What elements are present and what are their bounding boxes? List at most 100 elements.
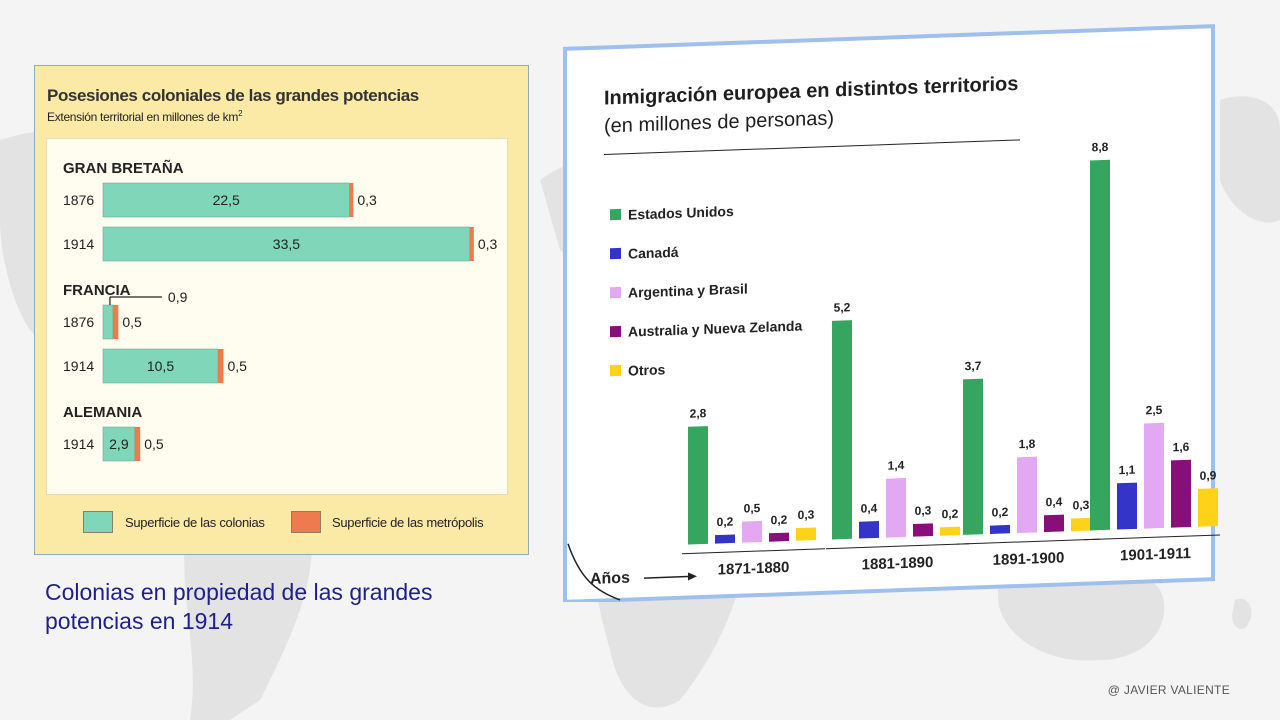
frame-arc <box>567 543 621 601</box>
bar-metropolis <box>469 227 474 261</box>
bar-value-label: 3,7 <box>965 359 982 374</box>
category-label: 1881-1890 <box>862 554 934 573</box>
value-label-metropolis: 0,3 <box>357 192 377 208</box>
colonial-possessions-panel: Posesiones coloniales de las grandes pot… <box>34 65 529 555</box>
bar <box>1017 456 1037 534</box>
bar-colonias <box>102 304 114 340</box>
bar-metropolis <box>134 427 141 461</box>
colonial-bar-chart: GRAN BRETAÑA 1876 22,5 0,3 1914 33,5 0,3 FRANCI… <box>63 159 498 462</box>
year-label: 1914 <box>63 436 94 452</box>
bar <box>1144 422 1164 529</box>
country-label: GRAN BRETAÑA <box>63 159 184 177</box>
year-label: 1876 <box>63 192 94 208</box>
bar <box>715 534 735 544</box>
bar-value-label: 0,4 <box>1046 495 1063 510</box>
value-label-metropolis: 0,5 <box>227 358 247 374</box>
chart-title: Posesiones coloniales de las grandes pot… <box>47 86 419 105</box>
legend-swatch-metropolis <box>291 511 321 533</box>
bar-value-label: 0,2 <box>942 507 959 522</box>
bar <box>859 521 879 539</box>
bar <box>990 524 1010 534</box>
category-label: 1891-1900 <box>993 549 1065 568</box>
bar-value-label: 0,2 <box>992 505 1009 520</box>
bar <box>769 532 789 542</box>
immigration-panel: Inmigración europea en distintos territo… <box>560 22 1220 602</box>
chart-bars: 2,8 0,2 0,5 0,2 0,3 1871-1880 5,2 0,4 1,4 0,3 0,2 1… <box>682 140 1220 578</box>
country-label: FRANCIA <box>63 282 131 299</box>
bar-value-label: 0,2 <box>717 515 734 530</box>
bar-value-label: 1,6 <box>1173 440 1190 455</box>
bar-value-label: 2,8 <box>690 406 707 421</box>
bar-colonias <box>102 348 219 384</box>
bar <box>796 527 816 541</box>
year-label: 1914 <box>63 358 94 374</box>
bar <box>832 320 852 540</box>
value-label-metropolis: 0,3 <box>478 236 498 252</box>
bar-value-label: 0,2 <box>771 513 788 528</box>
bar-colonias <box>102 226 471 262</box>
legend-label: Estados Unidos <box>628 203 734 223</box>
legend-label-metropolis: Superficie de las metrópolis <box>332 515 484 530</box>
bar-colonias <box>102 426 136 462</box>
bar-value-label: 2,5 <box>1146 403 1163 418</box>
year-label: 1876 <box>63 314 94 330</box>
value-label-metropolis: 0,5 <box>122 314 142 330</box>
bar <box>913 523 933 537</box>
value-label-metropolis: 0,5 <box>144 436 164 452</box>
legend-label: Canadá <box>628 244 679 262</box>
legend-label: Otros <box>628 361 666 378</box>
bar-value-label: 1,4 <box>888 458 905 473</box>
chart-plot-area: GRAN BRETAÑA 1876 22,5 0,3 1914 33,5 0,3 FRANCI… <box>46 138 508 495</box>
x-axis-label: Años <box>590 570 630 588</box>
value-label-colonias: 33,5 <box>273 236 300 252</box>
author-credit: @ JAVIER VALIENTE <box>1107 683 1230 697</box>
value-label-colonias: 0,9 <box>168 289 188 305</box>
bar <box>886 478 906 538</box>
axis-arrowhead <box>688 572 697 581</box>
bar-metropolis <box>349 183 354 217</box>
bar <box>940 526 960 536</box>
legend-swatch <box>610 208 621 221</box>
slide-caption: Colonias en propiedad de las grandes pot… <box>45 579 433 634</box>
category-bracket <box>682 548 825 555</box>
bar <box>742 520 762 543</box>
chart-subtitle: Extensión territorial en millones de km2 <box>47 109 243 124</box>
bar-value-label: 8,8 <box>1092 140 1109 155</box>
legend-label: Australia y Nueva Zelanda <box>628 318 802 340</box>
bar-value-label: 1,1 <box>1119 463 1136 478</box>
bar-colonias <box>102 182 350 218</box>
bar-value-label: 0,3 <box>915 503 932 518</box>
bar-metropolis <box>112 305 119 339</box>
value-label-colonias: 2,9 <box>109 436 129 452</box>
bar <box>1090 159 1110 531</box>
legend-label: Argentina y Brasil <box>628 280 748 300</box>
bar-value-label: 0,4 <box>861 501 878 516</box>
category-bracket <box>1084 534 1220 541</box>
bar <box>1198 488 1218 527</box>
bar-value-label: 0,3 <box>1073 498 1090 513</box>
bar <box>1044 514 1064 533</box>
axis-arrow <box>644 575 688 579</box>
legend-swatch <box>610 286 621 299</box>
legend-swatch <box>610 247 621 260</box>
subtitle-superscript: 2 <box>238 109 243 118</box>
bar-value-label: 0,9 <box>1200 468 1217 483</box>
immigration-bar-chart: Inmigración europea en distintos territo… <box>563 24 1220 602</box>
bar <box>688 426 708 545</box>
category-bracket <box>826 543 969 550</box>
bar <box>963 378 983 535</box>
chart-legend: Superficie de las colonias Superficie de… <box>35 501 528 541</box>
title-underline <box>604 139 1020 155</box>
chart-frame <box>563 24 1215 602</box>
category-label: 1871-1880 <box>718 559 790 578</box>
category-label: 1901-1911 <box>1120 545 1191 564</box>
bar-value-label: 5,2 <box>834 300 851 315</box>
bar-value-label: 0,5 <box>744 501 761 516</box>
value-label-colonias: 22,5 <box>213 192 240 208</box>
legend-swatch <box>610 325 621 338</box>
bar-metropolis <box>217 349 224 383</box>
bar-value-label: 0,3 <box>798 507 815 522</box>
country-label: ALEMANIA <box>63 404 142 421</box>
bar <box>1117 482 1137 530</box>
legend-swatch <box>610 364 621 377</box>
